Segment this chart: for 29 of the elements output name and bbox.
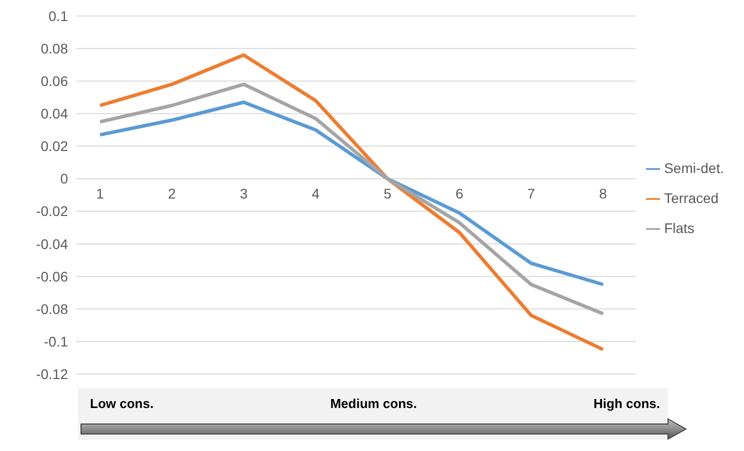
- y-tick-label: -0.1: [44, 333, 68, 350]
- line-series: [98, 100, 605, 286]
- text: High cons.: [594, 396, 660, 411]
- y-tick-label: -0.08: [36, 300, 68, 317]
- y-tick-label: -0.12: [36, 366, 68, 382]
- y-tick-label: 0: [60, 170, 68, 187]
- x-tick-label: 4: [312, 186, 320, 202]
- legend-label: Semi-det.: [664, 160, 724, 176]
- y-tick-label: -0.04: [36, 236, 68, 252]
- y-tick-label: -0.06: [36, 268, 68, 284]
- y-tick-label: -0.02: [36, 203, 68, 220]
- x-tick-label: 5: [384, 186, 392, 202]
- y-tick-label: 0.08: [40, 40, 68, 57]
- y-tick-label: 0.02: [40, 138, 68, 154]
- y-tick-label: 0.04: [40, 106, 68, 122]
- legend-label: Flats: [664, 220, 694, 236]
- x-tick-label: 7: [527, 186, 536, 202]
- text: Low cons.: [90, 396, 154, 411]
- x-tick-label: 3: [240, 186, 248, 202]
- x-tick-label: 8: [599, 186, 608, 202]
- line-series: [98, 82, 605, 316]
- x-tick-label: 6: [455, 186, 464, 202]
- x-tick-label: 1: [96, 186, 104, 202]
- text: Medium cons.: [330, 396, 417, 411]
- legend-label: Terraced: [664, 190, 719, 206]
- line-series: [98, 53, 605, 352]
- y-tick-label: 0.1: [48, 8, 68, 24]
- x-tick-label: 2: [168, 186, 176, 202]
- y-tick-label: 0.06: [40, 73, 68, 90]
